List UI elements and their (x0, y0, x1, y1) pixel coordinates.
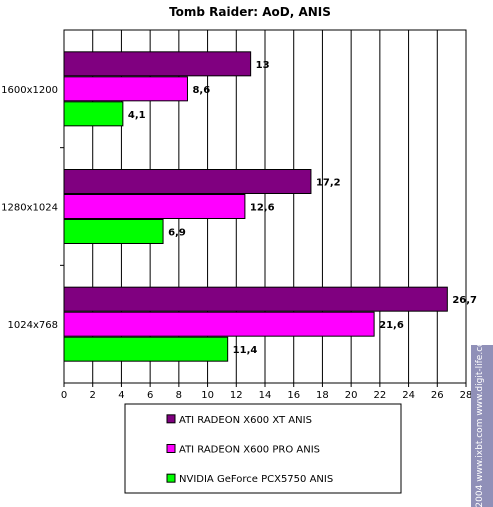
data-label: 21,6 (379, 320, 404, 331)
legend-swatch (166, 444, 176, 453)
watermark-band (471, 345, 493, 507)
legend-label: ATI RADEON X600 PRO ANIS (179, 445, 320, 456)
category-label: 1280x1024 (1, 203, 58, 214)
x-tick-label: 14 (259, 390, 272, 401)
x-tick-label: 28 (460, 390, 473, 401)
data-label: 11,4 (233, 345, 258, 356)
bar (63, 311, 375, 337)
x-tick-label: 26 (431, 390, 444, 401)
x-tick-label: 6 (147, 390, 153, 401)
legend-swatch (166, 414, 176, 424)
x-tick-label: 8 (176, 390, 182, 401)
data-label: 13 (256, 60, 270, 71)
bar (63, 76, 188, 102)
bar (63, 169, 312, 194)
data-label: 12,6 (250, 203, 275, 214)
x-tick-label: 2 (90, 390, 96, 401)
bar (63, 286, 448, 312)
x-tick-label: 0 (61, 390, 67, 401)
watermark-text: © 2004 www.ixbt.com www.digit-life.com (475, 333, 485, 507)
legend: ATI RADEON X600 XT ANIS ATI RADEON X600 P… (124, 403, 402, 494)
data-label: 4,1 (128, 110, 146, 121)
plot-area: 0 2 4 6 8 10 12 14 16 18 20 22 24 26 281600x1200138,64… (1, 29, 477, 401)
x-tick-label: 18 (316, 390, 329, 401)
watermark: © 2004 www.ixbt.com www.digit-life.com (471, 333, 493, 507)
bar (63, 336, 229, 362)
x-tick-label: 12 (230, 390, 243, 401)
bar (63, 219, 164, 244)
data-label: 17,2 (316, 178, 341, 189)
x-tick-label: 10 (201, 390, 214, 401)
x-tick-label: 20 (345, 390, 358, 401)
legend-swatch (166, 473, 176, 483)
chart-title: Tomb Raider: AoD, ANIS (169, 5, 331, 19)
data-label: 26,7 (452, 295, 477, 306)
x-tick-label: 24 (402, 390, 415, 401)
category-label: 1600x1200 (1, 85, 58, 96)
x-tick-label: 16 (287, 390, 300, 401)
data-label: 6,9 (168, 228, 186, 239)
category-label: 1024x768 (8, 320, 58, 331)
legend-label: ATI RADEON X600 XT ANIS (179, 415, 312, 426)
data-label: 8,6 (192, 85, 210, 96)
bar (63, 194, 246, 219)
x-tick-label: 22 (373, 390, 386, 401)
bar (63, 101, 124, 127)
bar (63, 51, 252, 77)
legend-label: NVIDIA GeForce PCX5750 ANIS (179, 474, 333, 485)
x-tick-label: 4 (118, 390, 124, 401)
